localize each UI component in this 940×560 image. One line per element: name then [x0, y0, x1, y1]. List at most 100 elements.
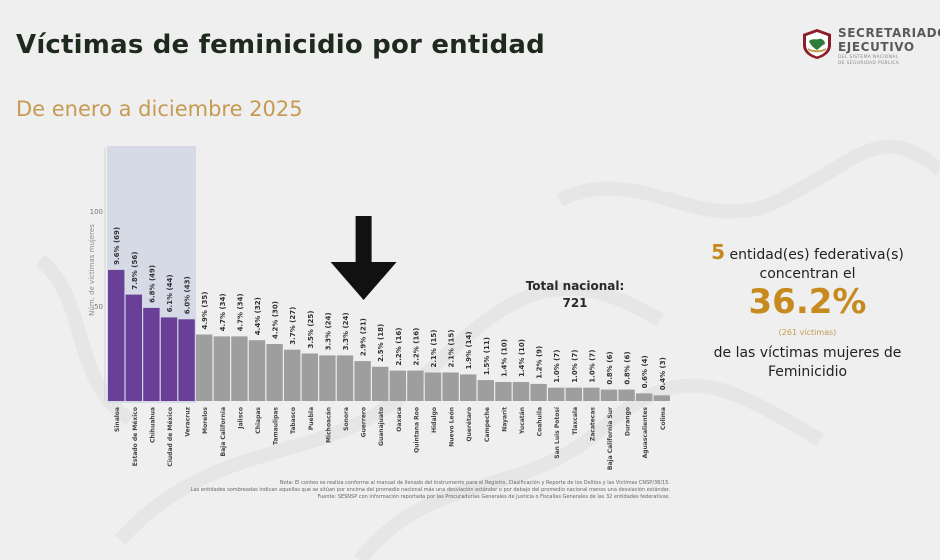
summary-percent: 36.2% [748, 282, 867, 322]
summary-count: 5 [711, 240, 726, 264]
logo-line-3a: DEL SISTEMA NACIONAL [838, 55, 899, 60]
bar-32 [653, 395, 670, 401]
arrow-head [330, 262, 397, 300]
bar-27 [565, 387, 582, 401]
category-label-30: Durango [625, 407, 632, 436]
logo-line-2: EJECUTIVO [838, 40, 915, 54]
category-label-23: Nayarit [501, 407, 508, 432]
category-label-16: Guanajuato [378, 407, 385, 446]
value-label-25: 1.2% (9) [536, 346, 544, 379]
value-label-3: 6.8% (49) [148, 265, 156, 303]
category-label-26: San Luis Potosí [554, 406, 561, 459]
value-label-28: 1.0% (7) [588, 350, 596, 383]
summary-victims: (261 víctimas) [778, 328, 837, 337]
total-value: 721 [562, 296, 587, 310]
value-label-19: 2.1% (15) [430, 330, 438, 368]
page-title: Víctimas de feminicidio por entidad [16, 30, 545, 60]
category-label-14: Sonora [343, 407, 350, 431]
bar-28 [583, 387, 600, 401]
value-label-29: 0.8% (6) [606, 351, 614, 384]
bar-20 [442, 372, 459, 401]
category-label-13: Michoacán [325, 407, 332, 443]
category-label-20: Nuevo León [449, 407, 456, 447]
value-label-31: 0.6% (4) [641, 355, 649, 388]
category-label-25: Coahuila [537, 407, 544, 436]
bar-9 [248, 340, 266, 401]
bar-10 [266, 344, 283, 401]
footnote-1: Nota: El conteo se realiza conforme al m… [279, 480, 670, 486]
value-label-30: 0.8% (6) [624, 351, 632, 384]
value-label-32: 0.4% (3) [659, 357, 667, 390]
bar-12 [301, 353, 318, 401]
value-label-21: 1.9% (14) [465, 331, 473, 369]
value-labels-group: 9.6% (69) 7.8% (56) 6.8% (49) 6.1% (44) 6.0%… [113, 227, 667, 390]
bar-31 [636, 393, 653, 401]
category-label-27: Tlaxcala [572, 407, 579, 435]
y-tick-50: 50 [94, 303, 103, 311]
bar-23 [495, 382, 512, 401]
y-ticks: 50 100 [90, 208, 103, 311]
bar-18 [407, 370, 424, 401]
bar-30 [618, 389, 635, 401]
summary-entities: entidad(es) federativa(s) [729, 247, 904, 263]
category-label-2: Estado de México [132, 407, 139, 466]
bar-7 [213, 336, 230, 401]
category-label-5: Veracruz [185, 406, 192, 436]
logo-line-3: DEL SISTEMA NACIONAL DE SEGURIDAD PÚBLIC… [838, 55, 899, 66]
bar-16 [372, 366, 389, 401]
total-label: Total nacional: [526, 279, 625, 293]
bar-3 [143, 307, 160, 401]
category-label-15: Guerrero [361, 407, 368, 437]
value-label-15: 2.9% (21) [360, 318, 368, 356]
footnote-3: Fuente: SESNSP con información reportada… [317, 494, 670, 500]
bars-group [108, 269, 670, 401]
category-label-17: Oaxaca [396, 407, 403, 432]
value-label-23: 1.4% (10) [500, 339, 508, 377]
logo-line-1: SECRETARIADO [838, 26, 940, 40]
bar-14 [336, 355, 354, 401]
category-label-10: Tamaulipas [273, 407, 280, 445]
summary-line-4: Feminicidio [767, 364, 848, 380]
bar-26 [548, 387, 565, 401]
value-label-11: 3.7% (27) [289, 307, 297, 345]
bar-6 [196, 334, 213, 401]
down-arrow-icon [330, 216, 397, 300]
category-label-6: Morelos [202, 407, 209, 434]
value-label-27: 1.0% (7) [571, 350, 579, 383]
bar-29 [600, 389, 618, 401]
category-label-11: Tabasco [290, 407, 297, 434]
bar-13 [319, 355, 336, 401]
bar-17 [389, 370, 406, 401]
bar-24 [512, 382, 530, 401]
category-labels-group: Sinaloa Estado de México Chihuahua Ciudad d… [114, 406, 667, 470]
bar-4 [160, 317, 178, 401]
value-label-24: 1.4% (10) [518, 339, 526, 377]
value-label-4: 6.1% (44) [166, 274, 174, 312]
footnote-2: Las entidades sombreadas indican aquella… [190, 487, 670, 493]
bar-25 [530, 383, 547, 401]
emblem-icon [803, 29, 831, 59]
value-label-18: 2.2% (16) [412, 328, 420, 366]
secretariado-logo: SECRETARIADO EJECUTIVO DEL SISTEMA NACIO… [800, 24, 940, 70]
footnotes: Nota: El conteo se realiza conforme al m… [150, 480, 670, 501]
category-label-24: Yucatán [519, 407, 526, 435]
category-label-29: Baja California Sur [607, 407, 614, 470]
category-label-12: Puebla [308, 407, 315, 430]
arrow-shaft [355, 216, 372, 262]
value-label-13: 3.3% (24) [324, 312, 332, 350]
value-label-22: 1.5% (11) [483, 337, 491, 375]
bar-1 [108, 269, 125, 401]
value-label-10: 4.2% (30) [272, 301, 280, 339]
value-label-20: 2.1% (15) [448, 330, 456, 368]
summary-line-3: de las víctimas mujeres de [713, 345, 902, 361]
value-label-16: 2.5% (18) [377, 324, 385, 362]
value-label-5: 6.0% (43) [184, 276, 192, 314]
value-label-26: 1.0% (7) [553, 350, 561, 383]
bar-19 [424, 372, 442, 401]
category-label-21: Querétaro [466, 407, 473, 441]
value-label-1: 9.6% (69) [113, 227, 121, 265]
category-label-7: Baja California [220, 407, 227, 456]
y-axis-label: Núm. de víctimas mujeres [88, 224, 96, 316]
bar-2 [125, 294, 142, 401]
